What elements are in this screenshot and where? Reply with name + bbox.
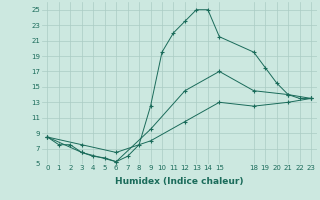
X-axis label: Humidex (Indice chaleur): Humidex (Indice chaleur) bbox=[115, 177, 244, 186]
